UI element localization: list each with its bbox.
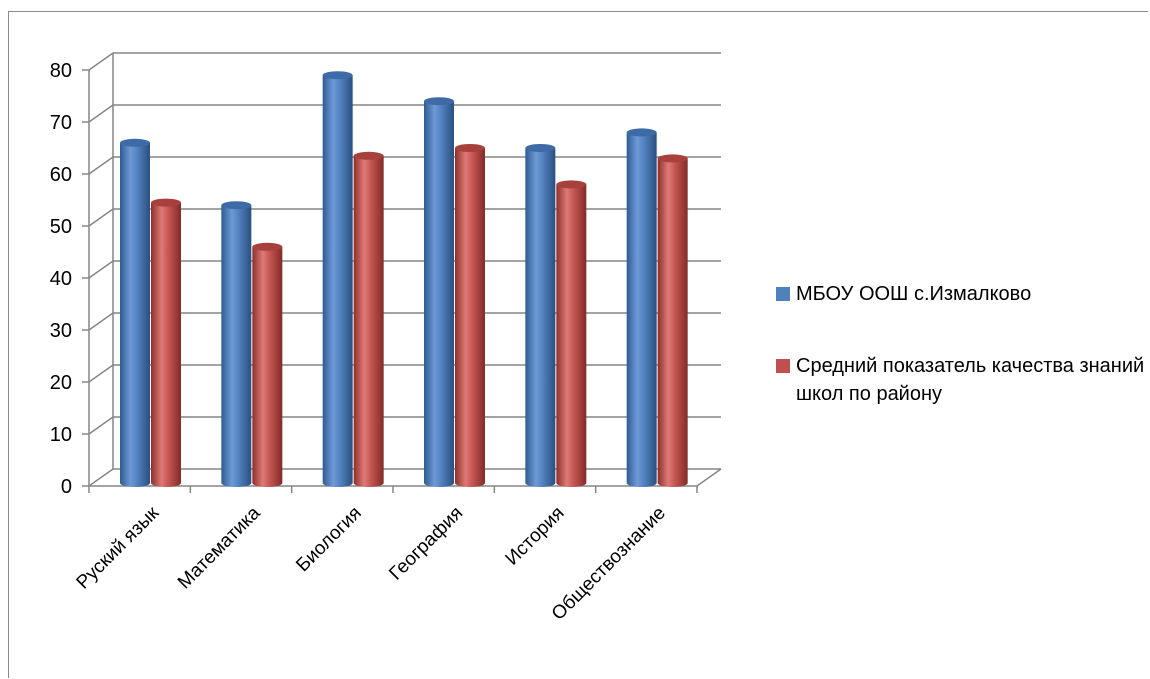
bar-cap-1-2 — [221, 201, 252, 210]
bar-2-3 — [353, 151, 384, 488]
gridlines — [88, 52, 721, 487]
bar-cap-1-4 — [424, 97, 454, 106]
chart-frame — [8, 11, 1148, 678]
bar-body-2-1 — [151, 202, 181, 487]
bar-1-6 — [626, 128, 657, 487]
bar-1-4 — [424, 97, 454, 487]
y-tick-label-30: 30 — [50, 320, 72, 342]
legend-item-series-1: МБОУ ООШ с.Измалково — [776, 280, 1146, 308]
gridline-side-40 — [88, 260, 114, 279]
x-category-label-6: Обществознание — [548, 503, 670, 625]
gridline-side-80 — [88, 52, 114, 71]
bar-2-2 — [252, 242, 283, 487]
bar-body-1-3 — [322, 75, 353, 487]
bars — [120, 71, 688, 488]
bar-2-4 — [455, 144, 485, 487]
bar-body-1-2 — [221, 205, 252, 487]
bar-body-1-6 — [626, 132, 657, 487]
bar-2-6 — [657, 154, 688, 487]
bar-cap-2-6 — [657, 154, 688, 163]
legend: МБОУ ООШ с.Измалково Средний показатель … — [776, 280, 1146, 452]
bar-body-1-4 — [424, 101, 454, 487]
bar-body-1-5 — [525, 148, 556, 487]
y-tick-label-0: 0 — [61, 476, 72, 498]
legend-swatch-series-2 — [776, 359, 790, 373]
bar-2-5 — [556, 180, 587, 487]
gridline-side-10 — [88, 416, 114, 435]
bar-cap-2-3 — [353, 151, 384, 160]
legend-label-series-2: Средний показатель качества знаний школ … — [796, 355, 1145, 405]
bar-cap-2-4 — [455, 144, 485, 152]
bar-1-5 — [525, 144, 556, 487]
bar-1-1 — [120, 138, 150, 488]
gridline-side-70 — [88, 104, 114, 123]
bar-body-2-4 — [455, 148, 485, 487]
legend-item-series-2: Средний показатель качества знаний школ … — [776, 352, 1146, 408]
y-tick-label-20: 20 — [50, 372, 72, 394]
floor-right-edge — [696, 468, 722, 487]
y-tick-label-50: 50 — [50, 216, 72, 238]
bar-cap-1-3 — [322, 71, 353, 80]
y-tick-label-40: 40 — [50, 268, 72, 290]
bar-body-2-3 — [353, 155, 384, 488]
bar-cap-1-1 — [120, 138, 150, 147]
y-tick-label-80: 80 — [50, 60, 72, 82]
bar-1-2 — [221, 201, 252, 487]
bar-1-3 — [322, 71, 353, 487]
bar-2-1 — [151, 198, 181, 487]
legend-swatch-series-1 — [776, 287, 790, 301]
x-category-label-1: Руский язык — [73, 502, 164, 593]
bar-cap-2-2 — [252, 242, 283, 251]
bar-cap-1-6 — [626, 128, 657, 137]
gridline-side-0 — [88, 468, 114, 487]
bar-body-1-1 — [120, 142, 150, 488]
bar-body-2-6 — [657, 158, 688, 487]
gridline-side-30 — [88, 312, 114, 331]
axes — [82, 69, 722, 493]
gridline-side-20 — [88, 364, 114, 383]
y-tick-label-60: 60 — [50, 164, 72, 186]
bar-cap-2-1 — [151, 198, 181, 207]
x-category-label-4: География — [385, 503, 467, 585]
bar-body-2-5 — [556, 184, 587, 487]
legend-label-series-1: МБОУ ООШ с.Измалково — [796, 283, 1032, 305]
bar-cap-1-5 — [525, 144, 556, 152]
y-tick-label-70: 70 — [50, 112, 72, 134]
y-tick-label-10: 10 — [50, 424, 72, 446]
bar-body-2-2 — [252, 246, 283, 487]
bar-cap-2-5 — [556, 180, 587, 189]
gridline-side-60 — [88, 156, 114, 175]
x-category-label-2: Математика — [174, 502, 265, 593]
gridline-side-50 — [88, 208, 114, 227]
x-category-label-5: История — [502, 503, 569, 570]
x-category-label-3: Биология — [292, 503, 365, 576]
